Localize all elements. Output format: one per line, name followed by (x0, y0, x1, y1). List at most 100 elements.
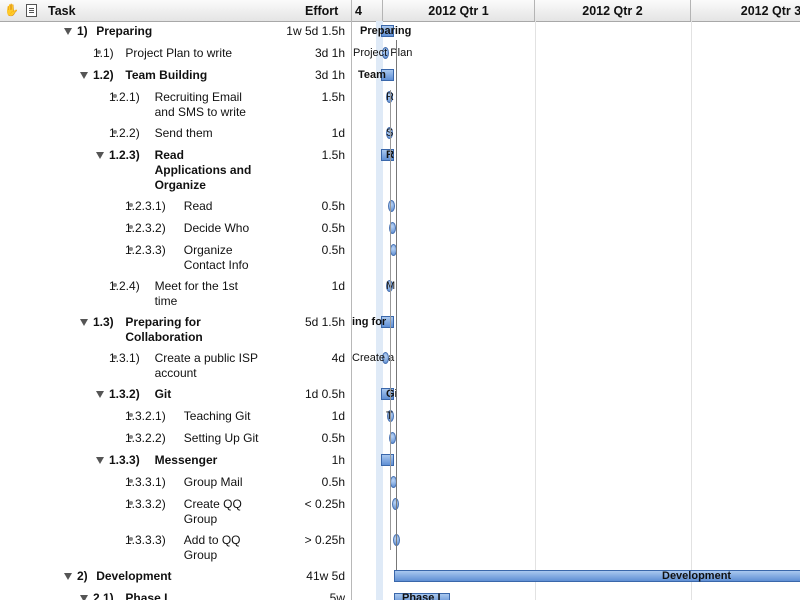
task-title[interactable]: Development (96, 569, 172, 583)
task-effort[interactable]: 0.5h (321, 221, 345, 235)
task-title[interactable]: Create QQ Group (183, 497, 242, 526)
task-title[interactable]: Messenger (154, 453, 218, 467)
task-title[interactable]: Add to QQ Group (183, 533, 241, 562)
task-effort[interactable]: 0.5h (321, 431, 345, 445)
outline-row[interactable]: 2) Development 41w 5d (0, 567, 351, 589)
gantt-group-bar[interactable] (381, 454, 394, 466)
task-effort[interactable]: 1w 5d 1.5h (286, 24, 345, 38)
task-effort[interactable]: 1d (331, 126, 345, 140)
pane-divider[interactable] (351, 0, 352, 600)
bullet-icon (129, 203, 133, 207)
task-title[interactable]: Organize Contact Info (183, 243, 249, 272)
task-effort[interactable]: 0.5h (321, 199, 345, 213)
disclosure-triangle-icon[interactable] (64, 28, 72, 35)
gantt-task-marker[interactable] (386, 280, 393, 292)
outline-row[interactable]: 1.3.3) Messenger 1h (0, 451, 351, 473)
task-title[interactable]: Read Applications and Organize (154, 148, 252, 192)
outline-row[interactable]: 1.2.3) Read Applications and Organize 1.5h (0, 146, 351, 198)
gantt-group-bar[interactable] (381, 25, 394, 37)
task-number: 1.3) (93, 315, 114, 329)
outline-row[interactable]: 1.3.2.1) Teaching Git 1d (0, 407, 351, 429)
gantt-task-marker[interactable] (382, 47, 389, 59)
disclosure-triangle-icon[interactable] (80, 595, 88, 600)
task-title[interactable]: Send them (154, 126, 213, 140)
task-title[interactable]: Setting Up Git (183, 431, 259, 445)
task-title[interactable]: Git (154, 387, 172, 401)
task-number: 1.1) (93, 46, 114, 60)
task-column-header[interactable]: Task (48, 4, 76, 18)
gantt-group-bar[interactable] (394, 570, 800, 582)
task-effort[interactable]: 1.5h (321, 90, 345, 104)
outline-row[interactable]: 1) Preparing 1w 5d 1.5h (0, 22, 351, 44)
task-effort[interactable]: 1d (331, 279, 345, 293)
outline-row[interactable]: 1.3.1) Create a public ISP account 4d (0, 349, 351, 386)
disclosure-triangle-icon[interactable] (80, 72, 88, 79)
outline-row[interactable]: 1.1) Project Plan to write 3d 1h (0, 44, 351, 66)
timeline-header: 4 2012 Qtr 1 2012 Qtr 2 2012 Qtr 3 (352, 0, 800, 22)
outline-row[interactable]: 1.3.3.3) Add to QQ Group > 0.25h (0, 531, 351, 568)
gantt-bar-label: Phase I (402, 592, 441, 600)
task-title[interactable]: Project Plan to write (125, 46, 233, 60)
outline-row[interactable]: 1.3.2.2) Setting Up Git 0.5h (0, 429, 351, 451)
outline-row[interactable]: 1.2.3.2) Decide Who 0.5h (0, 219, 351, 241)
task-effort[interactable]: 1h (331, 453, 345, 467)
task-effort[interactable]: 5d 1.5h (304, 315, 345, 329)
outline-row[interactable]: 1.3.3.1) Group Mail 0.5h (0, 473, 351, 495)
disclosure-triangle-icon[interactable] (96, 391, 104, 398)
task-effort[interactable]: 41w 5d (306, 569, 345, 583)
disclosure-triangle-icon[interactable] (80, 319, 88, 326)
task-number: 1) (77, 24, 88, 38)
outline-row[interactable]: 1.2.2) Send them 1d (0, 124, 351, 146)
task-effort[interactable]: 0.5h (321, 475, 345, 489)
outline-row[interactable]: 1.3.3.2) Create QQ Group < 0.25h (0, 495, 351, 532)
gantt-group-bar[interactable] (381, 69, 394, 81)
gantt-task-marker[interactable] (392, 498, 399, 510)
task-title[interactable]: Teaching Git (183, 409, 251, 423)
task-number: 1.2) (93, 68, 114, 82)
task-title[interactable]: Team Building (125, 68, 208, 82)
gantt-task-marker[interactable] (386, 127, 393, 139)
task-effort[interactable]: 5w (329, 591, 345, 600)
task-effort[interactable]: 0.5h (321, 243, 345, 257)
gantt-task-marker[interactable] (386, 91, 393, 103)
outline-row[interactable]: 1.2.1) Recruiting Email and SMS to write 1… (0, 88, 351, 125)
task-title[interactable]: Recruiting Email and SMS to write (154, 90, 246, 119)
gantt-group-bar[interactable] (394, 593, 450, 600)
grab-hand-icon[interactable]: ✋ (4, 3, 19, 17)
outline-row[interactable]: 2.1) Phase I 5w (0, 589, 351, 600)
outline-row[interactable]: 1.2.3.1) Read 0.5h (0, 197, 351, 219)
task-title[interactable]: Read (183, 199, 213, 213)
task-title[interactable]: Phase I (125, 591, 168, 600)
outline-row[interactable]: 1.3) Preparing for Collaboration 5d 1.5h (0, 313, 351, 350)
task-title[interactable]: Group Mail (183, 475, 243, 489)
gantt-task-marker[interactable] (389, 432, 396, 444)
task-effort[interactable]: 1.5h (321, 148, 345, 162)
task-effort[interactable]: < 0.25h (304, 497, 345, 511)
disclosure-triangle-icon[interactable] (96, 457, 104, 464)
task-effort[interactable]: 3d 1h (314, 46, 345, 60)
disclosure-triangle-icon[interactable] (64, 573, 72, 580)
gantt-task-marker[interactable] (382, 352, 389, 364)
task-effort[interactable]: > 0.25h (304, 533, 345, 547)
outline-row[interactable]: 1.3.2) Git 1d 0.5h (0, 385, 351, 407)
outline-row[interactable]: 1.2.3.3) Organize Contact Info 0.5h (0, 241, 351, 278)
gantt-task-marker[interactable] (388, 200, 395, 212)
document-icon[interactable] (26, 4, 37, 17)
gantt-task-marker[interactable] (389, 222, 396, 234)
task-title[interactable]: Meet for the 1st time (154, 279, 238, 308)
task-title[interactable]: Preparing for Collaboration (125, 315, 203, 344)
task-title[interactable]: Create a public ISP account (154, 351, 258, 380)
task-title[interactable]: Decide Who (183, 221, 250, 235)
task-number: 1.2.3.3) (125, 243, 166, 257)
task-title[interactable]: Preparing (96, 24, 153, 38)
task-effort[interactable]: 4d (331, 351, 345, 365)
outline-row[interactable]: 1.2.4) Meet for the 1st time 1d (0, 277, 351, 314)
task-effort[interactable]: 3d 1h (314, 68, 345, 82)
task-effort[interactable]: 1d (331, 409, 345, 423)
bullet-icon (113, 355, 117, 359)
outline-row[interactable]: 1.2) Team Building 3d 1h (0, 66, 351, 88)
task-effort[interactable]: 1d 0.5h (304, 387, 345, 401)
disclosure-triangle-icon[interactable] (96, 152, 104, 159)
effort-column-header[interactable]: Effort (305, 4, 339, 18)
gantt-bar-label: Create a (352, 352, 395, 364)
